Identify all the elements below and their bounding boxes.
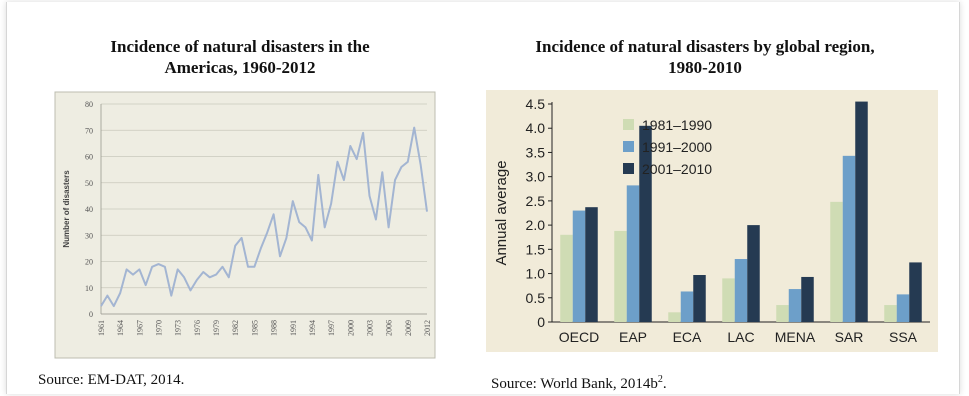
right-y-tick-label: 3.0 — [526, 169, 546, 185]
left-line-chart: 0 10 20 30 40 50 60 70 80 1961 1964 1967 1970 1973 197… — [54, 91, 436, 359]
right-bar-mena — [788, 289, 802, 322]
right-x-tick-label: SAR — [835, 329, 864, 345]
left-x-tick-label: 1985 — [250, 320, 259, 336]
right-bar-lac — [747, 225, 760, 322]
left-series-line — [100, 126, 428, 308]
left-chart-frame — [54, 91, 436, 359]
right-bar-mena — [801, 276, 814, 322]
right-chart-title: Incidence of natural disasters by global… — [470, 36, 940, 78]
left-y-tick-label: 80 — [85, 100, 93, 109]
right-source-superscript: 2 — [657, 374, 663, 385]
right-x-tick-label: SSA — [889, 329, 918, 345]
left-x-tick-label: 1970 — [155, 320, 164, 336]
right-title-line2: 1980-2010 — [668, 58, 742, 77]
right-bar-oecd — [560, 234, 573, 322]
left-x-tick-label: 2000 — [346, 320, 355, 336]
right-y-tick-label: 2.5 — [526, 193, 546, 209]
right-y-tick-label: 0 — [537, 314, 545, 330]
left-x-tick-label: 1994 — [308, 320, 317, 336]
right-bar-sar — [842, 155, 856, 322]
right-bar-eca — [693, 275, 706, 322]
page-frame — [6, 2, 960, 394]
legend-swatch — [623, 141, 634, 152]
right-bar-eca — [668, 312, 681, 322]
left-source: Source: EM-DAT, 2014. — [38, 372, 185, 388]
right-bar-mena — [776, 305, 789, 322]
left-y-tick-label: 30 — [85, 231, 93, 240]
right-x-tick-label: OECD — [559, 329, 599, 345]
right-y-tick-label: 4.5 — [526, 96, 546, 112]
left-x-tick-label: 1982 — [231, 320, 240, 336]
right-y-tick-label: 2.0 — [526, 217, 546, 233]
left-chart-title: Incidence of natural disasters in the Am… — [40, 36, 440, 78]
left-x-tick-label: 1988 — [270, 320, 279, 336]
right-x-tick-label: LAC — [727, 329, 754, 345]
right-bar-ssa — [909, 262, 922, 322]
right-bar-ssa — [896, 294, 910, 322]
left-y-tick-label: 20 — [85, 258, 93, 267]
left-x-tick-label: 2009 — [404, 320, 413, 336]
left-x-tick-label: 2006 — [385, 320, 394, 336]
right-bar-eap — [614, 230, 627, 322]
right-y-tick-label: 1.5 — [526, 241, 546, 257]
legend-swatch — [623, 163, 634, 174]
right-source-period: . — [662, 376, 667, 392]
right-bar-ssa — [884, 305, 897, 322]
right-bar-eap — [639, 125, 652, 322]
left-y-tick-label: 50 — [85, 179, 93, 188]
left-y-tick-label: 40 — [85, 205, 93, 214]
right-title-line1: Incidence of natural disasters by global… — [535, 37, 875, 56]
right-bar-oecd — [572, 210, 586, 322]
left-x-tick-label: 2003 — [365, 320, 374, 336]
left-x-tick-label: 1967 — [135, 320, 144, 336]
right-y-tick-label: 1.0 — [526, 266, 546, 282]
left-y-tick-label: 60 — [85, 153, 93, 162]
right-bar-lac — [722, 278, 735, 322]
right-y-tick-label: 0.5 — [526, 290, 546, 306]
left-x-tick-label: 1991 — [289, 320, 298, 336]
legend-label: 2001–2010 — [642, 161, 712, 177]
right-source: Source: World Bank, 2014b2. — [491, 374, 667, 393]
right-bar-lac — [734, 259, 748, 322]
right-x-tick-label: EAP — [619, 329, 647, 345]
legend-label: 1991–2000 — [642, 139, 712, 155]
left-title-line1: Incidence of natural disasters in the — [110, 37, 370, 56]
left-y-tick-label: 0 — [89, 310, 93, 319]
left-x-tick-label: 1964 — [116, 320, 125, 336]
right-bar-eca — [680, 291, 694, 322]
right-bar-oecd — [585, 207, 598, 322]
left-title-line2: Americas, 1960-2012 — [164, 58, 316, 77]
right-bar-sar — [830, 201, 843, 322]
right-x-tick-label: MENA — [775, 329, 816, 345]
right-x-tick-label: ECA — [673, 329, 702, 345]
right-source-text: Source: World Bank, 2014b — [491, 376, 658, 392]
left-y-tick-label: 70 — [85, 126, 93, 135]
right-bar-chart: 0 0.5 1.0 1.5 2.0 2.5 3.0 3.5 4.0 4.5 Annual avera… — [486, 90, 938, 352]
right-y-axis-label: Annual average — [493, 160, 510, 265]
left-y-tick-label: 10 — [85, 284, 93, 293]
right-bar-sar — [855, 101, 868, 322]
right-bar-eap — [626, 185, 640, 322]
right-y-tick-label: 4.0 — [526, 120, 546, 136]
left-y-axis-label: Number of disasters — [62, 170, 71, 248]
left-x-tick-label: 2012 — [423, 320, 432, 336]
right-y-tick-label: 3.5 — [526, 144, 546, 160]
legend-swatch — [623, 119, 634, 130]
left-x-tick-label: 1961 — [97, 320, 106, 336]
legend-label: 1981–1990 — [642, 117, 712, 133]
left-x-tick-label: 1997 — [327, 320, 336, 336]
left-x-tick-label: 1976 — [193, 320, 202, 336]
left-x-tick-label: 1979 — [212, 320, 221, 336]
left-x-tick-label: 1973 — [174, 320, 183, 336]
